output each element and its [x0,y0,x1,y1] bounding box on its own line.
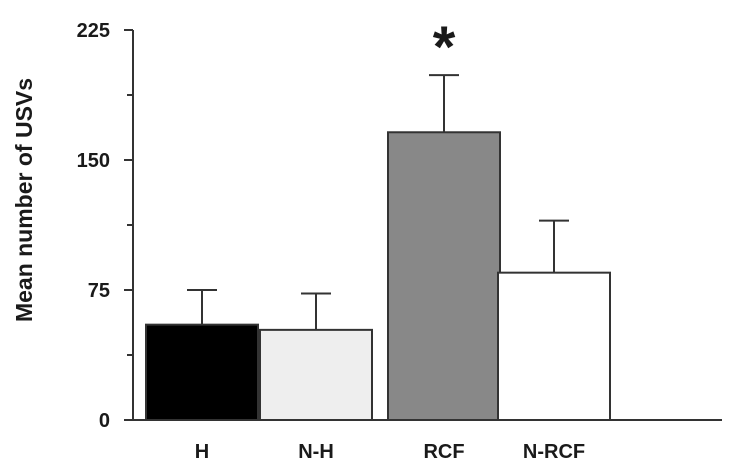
labels-group: 0 75 150 225 H N-H RCF N-RCF * [77,15,585,463]
y-tick-label-150: 150 [77,150,110,172]
x-tick-label-H: H [195,441,209,463]
bar-N-H [259,328,373,421]
significance-marker-RCF: * [433,15,456,80]
y-tick-label-225: 225 [77,20,110,42]
x-tick-label-N-RCF: N-RCF [523,441,585,463]
bar-RCF [387,131,501,421]
y-axis-title: Mean number of USVs [11,78,37,322]
y-tick-label-75: 75 [88,280,110,302]
bar-N-RCF [497,271,611,421]
x-tick-label-N-H: N-H [298,441,334,463]
bars-group [145,74,611,421]
bar-H [145,323,259,421]
y-tick-label-0: 0 [99,410,110,432]
x-tick-label-RCF: RCF [423,441,464,463]
